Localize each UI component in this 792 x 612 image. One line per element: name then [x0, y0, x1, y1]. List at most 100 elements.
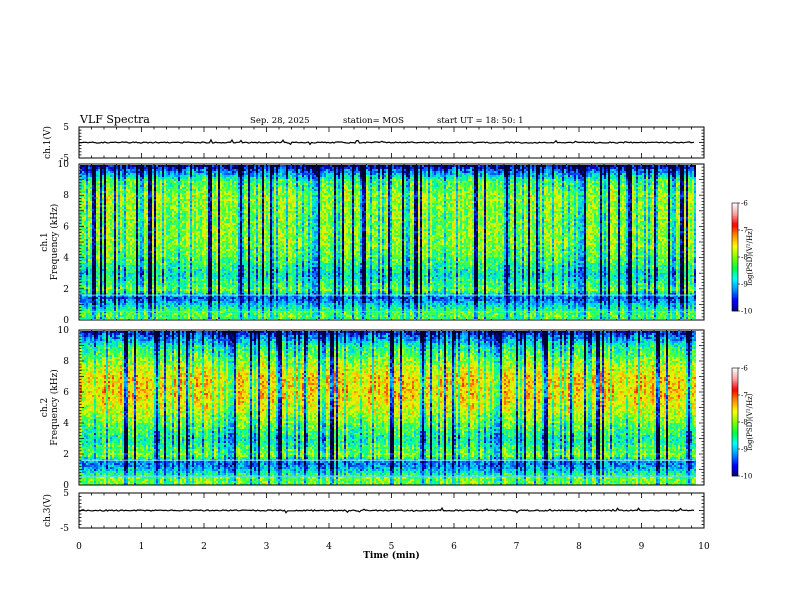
spectrogram-cell	[168, 307, 170, 309]
spectrogram-cell	[154, 255, 156, 257]
spectrogram-cell	[106, 237, 108, 239]
spectrogram-cell	[120, 189, 122, 191]
spectrogram-cell	[154, 229, 156, 231]
spectrogram-cell	[86, 267, 88, 269]
spectrogram-cell	[146, 171, 148, 173]
spectrogram-cell	[102, 241, 104, 243]
spectrogram-cell	[104, 283, 106, 285]
spectrogram-cell	[102, 201, 104, 203]
spectrogram-cell	[164, 251, 166, 253]
spectrogram-cell	[94, 189, 96, 191]
spectrogram-cell	[124, 225, 126, 227]
spectrogram-cell	[176, 243, 178, 245]
spectrogram-cell	[188, 315, 190, 317]
spectrogram-cell	[96, 271, 98, 273]
spectrogram-cell	[112, 221, 114, 223]
spectrogram-cell	[182, 217, 184, 219]
spectrogram-cell	[80, 277, 82, 279]
spectrogram-cell	[96, 171, 98, 173]
spectrogram-cell	[96, 255, 98, 257]
spectrogram-cell	[122, 241, 124, 243]
spectrogram-cell	[192, 221, 194, 223]
spectrogram-cell	[178, 301, 180, 303]
spectrogram-cell	[92, 271, 94, 273]
spectrogram-cell	[158, 171, 160, 173]
spectrogram-cell	[126, 173, 128, 175]
spectrogram-cell	[136, 199, 138, 201]
spectrogram-cell	[94, 303, 96, 305]
spectrogram-cell	[160, 199, 162, 201]
spectrogram-cell	[120, 241, 122, 243]
spectrogram-cell	[100, 299, 102, 301]
spectrogram-cell	[148, 203, 150, 205]
spectrogram-cell	[134, 299, 136, 301]
spectrogram-cell	[202, 223, 204, 225]
spectrogram-cell	[132, 275, 134, 277]
spectrogram-cell	[130, 213, 132, 215]
spectrogram-cell	[190, 315, 192, 317]
spectrogram-cell	[154, 273, 156, 275]
spectrogram-cell	[156, 247, 158, 249]
spectrogram-cell	[120, 231, 122, 233]
spectrogram-cell	[132, 199, 134, 201]
spectrogram-cell	[198, 225, 200, 227]
spectrogram-cell	[80, 193, 82, 195]
spectrogram-cell	[192, 253, 194, 255]
spectrogram-cell	[198, 167, 200, 169]
spectrogram-cell	[144, 237, 146, 239]
spectrogram-cell	[138, 241, 140, 243]
spectrogram-cell	[198, 263, 200, 265]
spectrogram-cell	[116, 255, 118, 257]
spectrogram-cell	[190, 179, 192, 181]
spectrogram-cell	[196, 183, 198, 185]
spectrogram-cell	[176, 195, 178, 197]
spectrogram-cell	[154, 175, 156, 177]
spectrogram-cell	[190, 225, 192, 227]
spectrogram-cell	[140, 263, 142, 265]
spectrogram-cell	[172, 221, 174, 223]
spectrogram-cell	[80, 295, 82, 297]
spectrogram-cell	[154, 283, 156, 285]
spectrogram-cell	[172, 205, 174, 207]
spectrogram-cell	[168, 239, 170, 241]
spectrogram-cell	[162, 315, 164, 317]
spectrogram-cell	[158, 175, 160, 177]
spectrogram-cell	[158, 219, 160, 221]
spectrogram-cell	[130, 191, 132, 193]
spectrogram-cell	[138, 313, 140, 315]
spectrogram-cell	[126, 179, 128, 181]
spectrogram-cell	[176, 307, 178, 309]
spectrogram-cell	[154, 251, 156, 253]
spectrogram-cell	[166, 247, 168, 249]
spectrogram-cell	[174, 209, 176, 211]
spectrogram-cell	[120, 289, 122, 291]
spectrogram-cell	[116, 271, 118, 273]
spectrogram-cell	[184, 277, 186, 279]
spectrogram-cell	[82, 183, 84, 185]
spectrogram-cell	[80, 289, 82, 291]
spectrogram-cell	[86, 263, 88, 265]
spectrogram-cell	[100, 231, 102, 233]
spectrogram-cell	[82, 273, 84, 275]
spectrogram-cell	[172, 273, 174, 275]
spectrogram-cell	[192, 279, 194, 281]
spectrogram-cell	[188, 269, 190, 271]
spectrogram-cell	[124, 169, 126, 171]
spectrogram-cell	[108, 235, 110, 237]
spectrogram-cell	[152, 175, 154, 177]
spectrogram-cell	[84, 263, 86, 265]
spectrogram-cell	[116, 277, 118, 279]
spectrogram-cell	[196, 299, 198, 301]
spectrogram-cell	[84, 217, 86, 219]
spectrogram-cell	[116, 183, 118, 185]
spectrogram-cell	[186, 257, 188, 259]
spectrogram-cell	[114, 205, 116, 207]
spectrogram-cell	[82, 287, 84, 289]
spectrogram-cell	[144, 253, 146, 255]
spectrogram-cell	[202, 221, 204, 223]
spectrogram-cell	[176, 193, 178, 195]
spectrogram-cell	[124, 239, 126, 241]
spectrogram-cell	[158, 315, 160, 317]
spectrogram-cell	[166, 255, 168, 257]
spectrogram-cell	[182, 299, 184, 301]
